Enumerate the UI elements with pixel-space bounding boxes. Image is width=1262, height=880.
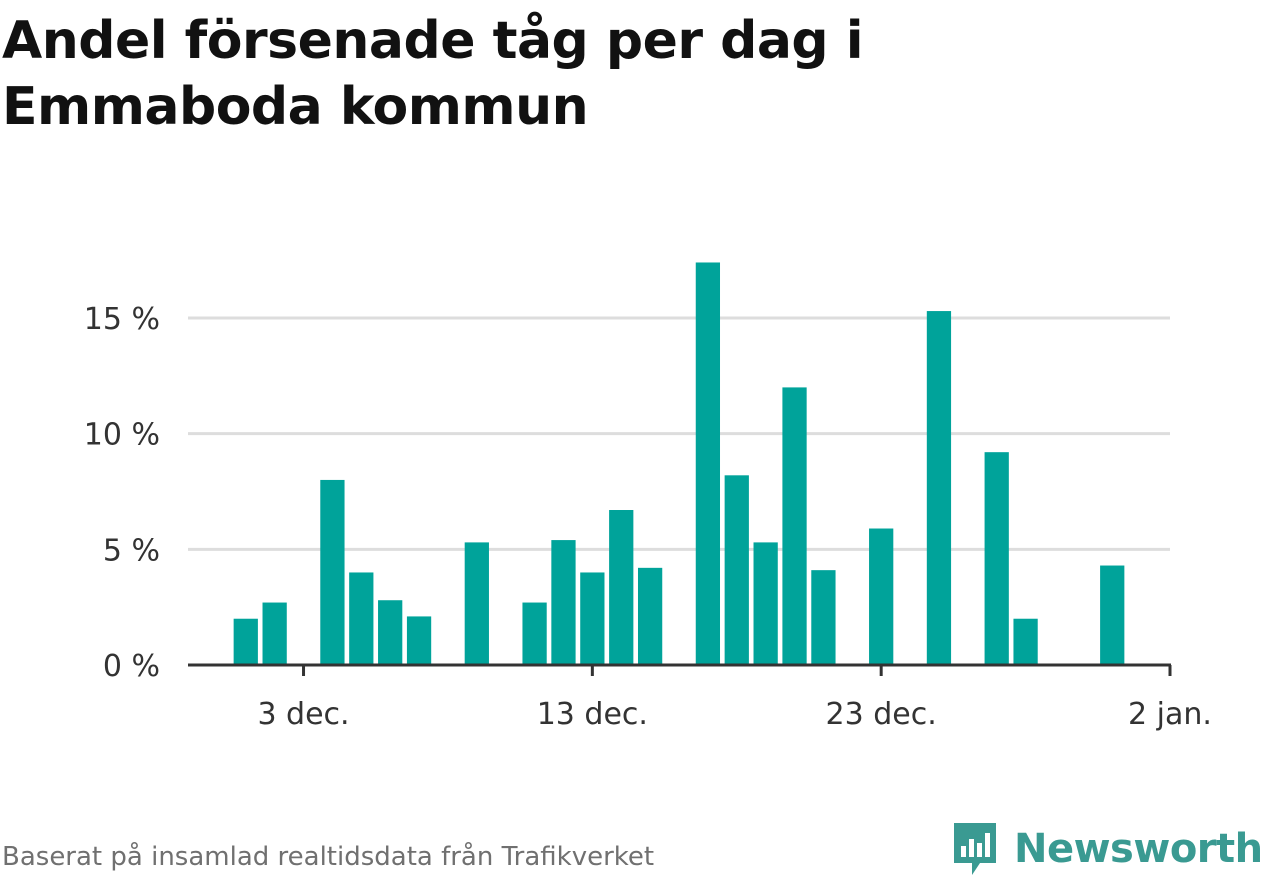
newsworthy-logo-icon <box>954 823 996 875</box>
x-tick-label: 23 dec. <box>826 697 937 732</box>
bar <box>984 452 1009 665</box>
bar <box>695 262 721 665</box>
bar <box>1013 618 1038 665</box>
bar-chart: 0 % 5 % 10 % 15 % 3 dec. 13 dec. 23 dec. 2 jan… <box>84 262 1212 732</box>
bar <box>811 570 836 665</box>
bar <box>522 602 547 665</box>
bar <box>1100 565 1125 665</box>
bars <box>233 262 1125 665</box>
bar <box>349 572 374 665</box>
y-tick-label: 10 % <box>84 418 160 453</box>
bar <box>580 572 605 665</box>
x-tick-label: 13 dec. <box>537 697 648 732</box>
bar <box>551 540 576 665</box>
y-axis-ticks: 0 % 5 % 10 % 15 % <box>84 302 160 684</box>
brand-logo: Newsworthy <box>950 818 1262 880</box>
x-tick-label: 2 jan. <box>1128 697 1212 732</box>
bar <box>782 387 807 665</box>
x-axis-ticks: 3 dec. 13 dec. 23 dec. 2 jan. <box>257 665 1212 732</box>
bar <box>869 528 894 665</box>
chart-title: Andel försenade tåg per dag i Emmaboda k… <box>2 11 864 137</box>
source-note: Baserat på insamlad realtidsdata från Tr… <box>2 842 655 872</box>
bar <box>753 542 778 665</box>
bar <box>320 479 345 665</box>
y-tick-label: 15 % <box>84 302 160 337</box>
bar <box>406 616 432 665</box>
bar <box>233 618 258 665</box>
bar <box>262 602 287 665</box>
bar <box>926 311 952 665</box>
bar <box>609 510 634 665</box>
y-tick-label: 0 % <box>103 649 160 684</box>
bar <box>464 542 489 665</box>
x-tick-label: 3 dec. <box>257 697 349 732</box>
bar <box>724 475 749 665</box>
bar <box>378 600 403 665</box>
y-tick-label: 5 % <box>103 533 160 568</box>
bar <box>637 567 663 665</box>
brand-name: Newsworthy <box>1014 826 1262 872</box>
